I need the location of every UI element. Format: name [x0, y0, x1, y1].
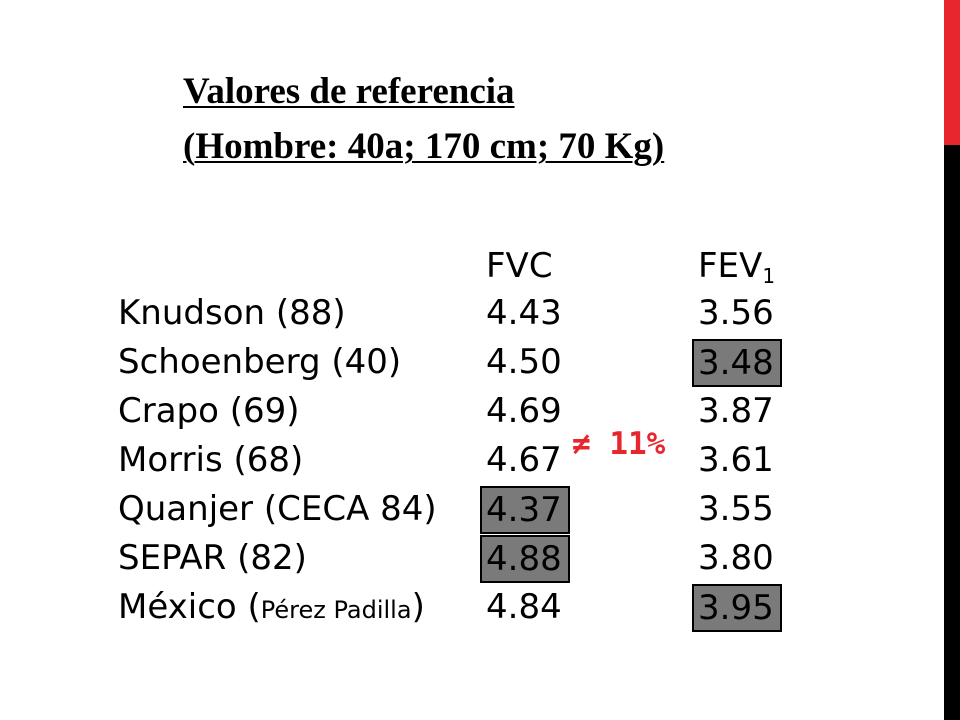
slide-title: Valores de referencia (Hombre: 40a; 170 … [183, 64, 664, 174]
title-line-1: Valores de referencia [183, 71, 515, 112]
title-line-2: (Hombre: 40a; 170 cm; 70 Kg) [183, 126, 665, 167]
side-bar-accent [944, 0, 960, 145]
column-header-fvc: FVC [486, 246, 553, 286]
row-fev-value: 3.87 [698, 391, 774, 431]
side-bar-dark [944, 145, 960, 720]
highlighted-fvc-value: 4.88 [480, 535, 570, 583]
highlighted-fev-value: 3.95 [692, 584, 782, 632]
row-name: SEPAR (82) [118, 538, 307, 578]
row-name: Quanjer (CECA 84) [118, 489, 437, 529]
row-name-suffix: ) [411, 587, 425, 627]
row-name: Crapo (69) [118, 391, 300, 431]
row-fvc-value: 4.50 [486, 342, 562, 382]
row-name: Schoenberg (40) [118, 342, 402, 382]
row-name-author: Pérez Padilla [260, 596, 412, 624]
row-name: Morris (68) [118, 440, 304, 480]
row-fvc-value: 4.43 [486, 293, 562, 333]
row-fev-value: 3.80 [698, 538, 774, 578]
row-name: Knudson (88) [118, 293, 346, 333]
row-fvc-value: 4.69 [486, 391, 562, 431]
highlighted-fvc-value: 4.37 [480, 486, 570, 534]
row-fev-value: 3.55 [698, 489, 774, 529]
row-name: México (Pérez Padilla) [118, 584, 425, 630]
decorative-side-bar [944, 0, 960, 720]
column-header-fev1: FEV1 [696, 243, 775, 289]
fev-subscript: 1 [762, 264, 776, 288]
fev-label: FEV [698, 246, 763, 286]
row-fev-value: 3.56 [698, 293, 774, 333]
difference-annotation: ≠ 11% [572, 426, 666, 462]
row-fvc-value: 4.67 [486, 440, 562, 480]
highlighted-fev-value: 3.48 [692, 339, 782, 387]
row-name-prefix: México ( [118, 587, 261, 627]
row-fvc-value: 4.84 [486, 587, 562, 627]
row-fev-value: 3.61 [698, 440, 774, 480]
